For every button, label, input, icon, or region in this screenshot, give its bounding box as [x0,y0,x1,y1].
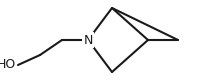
Text: N: N [83,34,93,46]
Text: HO: HO [0,58,16,72]
